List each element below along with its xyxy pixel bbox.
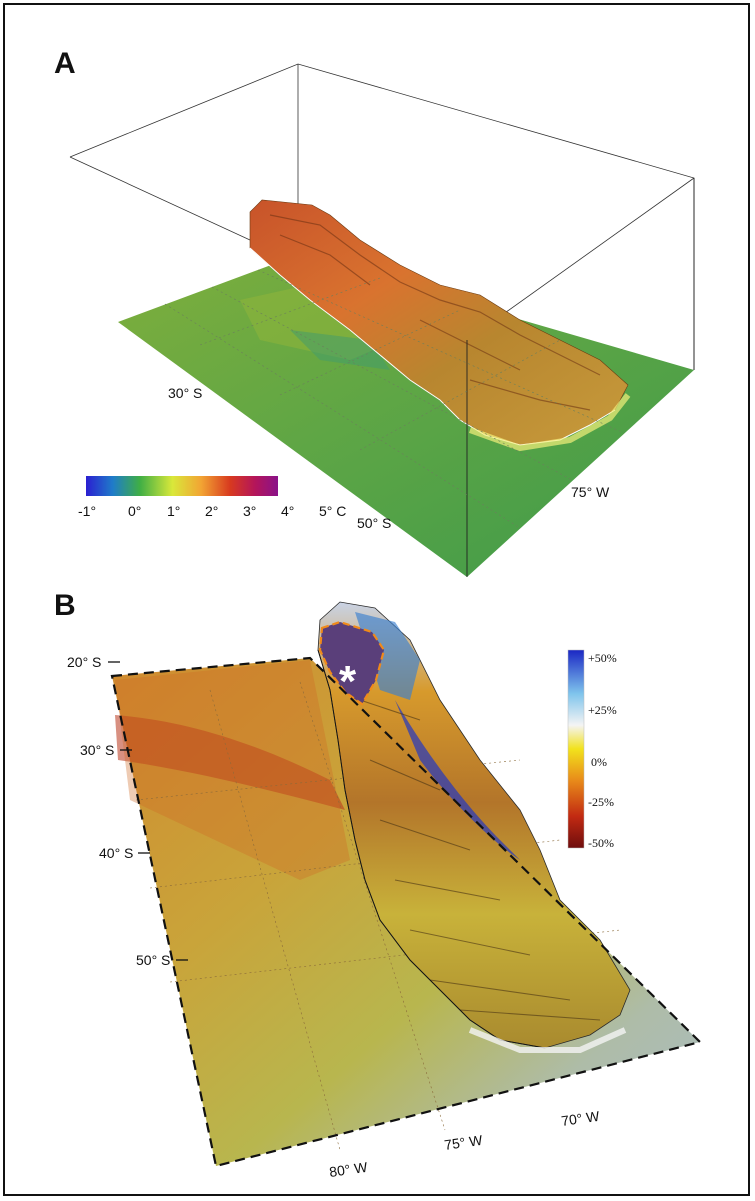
panel-a-ridge-shading (269, 214, 601, 411)
panel-a-box-front-edges (466, 178, 695, 577)
colorbar-tick-1: 1° (167, 503, 180, 519)
panel-b-map-border (110, 656, 703, 1168)
legend-tick-minus50: -50% (588, 836, 614, 850)
legend-tick-minus25: -25% (588, 795, 614, 809)
legend-tick-plus50: +50% (588, 651, 617, 665)
panel-a-lat-label-30s: 30° S (168, 385, 202, 401)
panel-b-dry-band (115, 715, 345, 810)
legend-tick-plus25: +25% (588, 703, 617, 717)
panel-a-colorbar-ticks: -1° 0° 1° 2° 3° 4° 5° C (78, 503, 346, 519)
panel-b-lat-label-50s: 50° S (136, 952, 170, 968)
panel-a-colorbar (86, 476, 278, 496)
panel-b-lat-label-40s: 40° S (99, 845, 133, 861)
panel-b-ridge-shading (359, 699, 601, 1021)
colorbar-tick-4: 4° (281, 503, 294, 519)
panel-b-lat-label-30s: 30° S (80, 742, 114, 758)
colorbar-tick-3: 3° (243, 503, 256, 519)
panel-b-colorbar (567, 649, 585, 849)
panel-a-letter: A (54, 47, 76, 80)
panel-b-lat-ticks (108, 661, 188, 961)
panel-b-lon-label-80w: 80° W (328, 1159, 369, 1180)
panel-b-lat-label-20s: 20° S (67, 654, 101, 670)
panel-b-colorbar-ticks: +50% +25% 0% -25% -50% (588, 651, 617, 850)
panel-b-highlighted-region (318, 620, 386, 706)
panel-b-southern-glow (468, 1027, 627, 1053)
panel-b-orange-zone (115, 660, 350, 880)
panel-b-marker-asterisk: * (339, 657, 357, 706)
panel-a-graticule (164, 269, 625, 529)
panel-a-southern-glow (468, 393, 631, 452)
panel-b-letter: B (54, 589, 76, 622)
colorbar-tick-neg1: -1° (78, 503, 96, 519)
colorbar-tick-0: 0° (128, 503, 141, 519)
panel-a-lat-label-50s: 50° S (357, 515, 391, 531)
panel-b-lon-label-75w: 75° W (443, 1132, 484, 1153)
panel-a-lon-label-75w: 75° W (571, 484, 610, 500)
colorbar-tick-5: 5° C (319, 503, 346, 519)
colorbar-tick-2: 2° (205, 503, 218, 519)
panel-b-lon-label-70w: 70° W (560, 1108, 601, 1129)
panel-b-coastline (317, 649, 546, 1049)
legend-tick-0: 0% (591, 755, 607, 769)
